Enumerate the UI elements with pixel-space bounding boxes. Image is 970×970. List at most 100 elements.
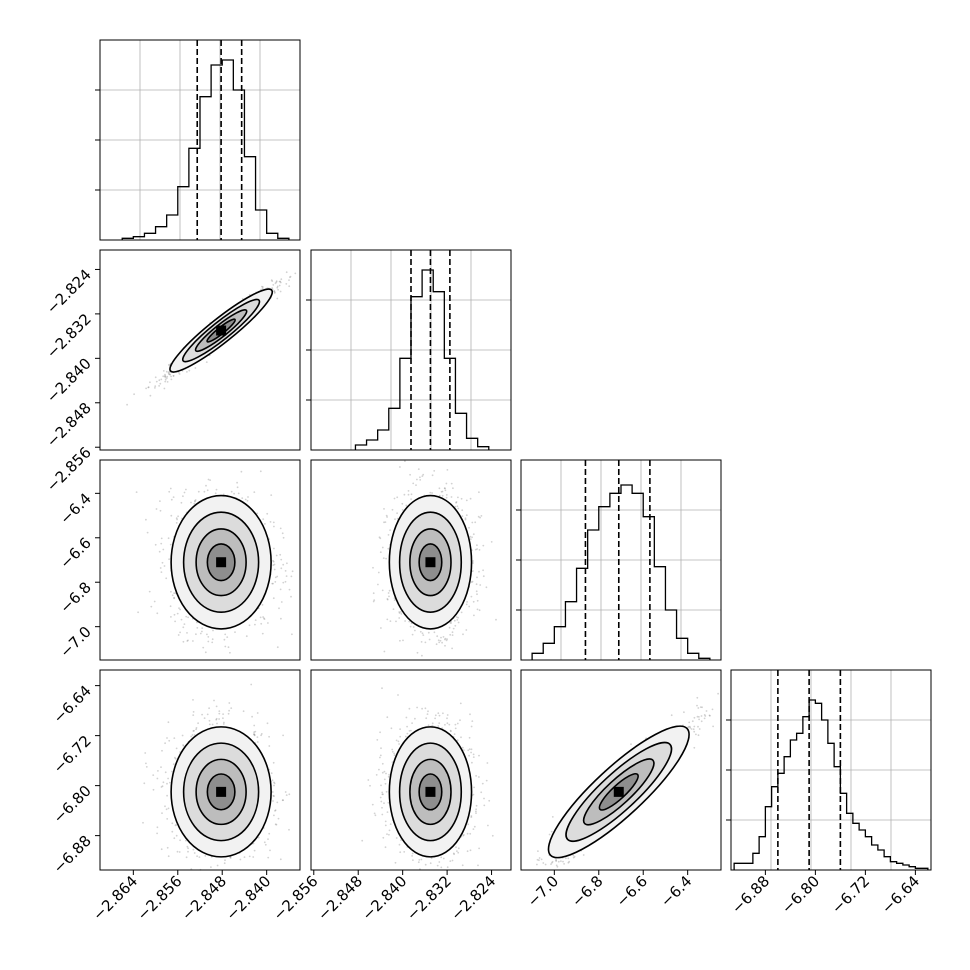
sample-point [172,375,175,377]
sample-point [282,563,285,566]
sample-point [451,631,454,634]
sample-point [393,599,396,601]
histogram-bin [815,703,821,870]
sample-point [389,529,391,531]
sample-point [172,763,175,765]
y-tick-label: −2.832 [43,310,95,362]
sample-point [405,504,408,507]
histogram-bin [803,717,809,870]
sample-point [479,584,482,586]
histogram-bin [878,850,884,870]
sample-point [169,543,172,546]
histogram-outline [354,269,490,450]
histogram-bin [543,643,554,660]
sample-point [274,581,277,583]
sample-point [401,509,404,511]
sample-point [416,478,418,481]
histogram-bin [599,507,610,660]
sample-point [208,723,211,726]
histogram-bin [809,700,815,870]
histogram-bin [178,187,189,240]
sample-point [157,770,159,772]
sample-point [267,856,270,859]
x-tick-label: −6.72 [828,872,873,917]
sample-point [213,699,215,702]
sample-point [156,826,159,829]
sample-point [440,636,442,639]
y-tick-label: −6.6 [56,534,94,572]
sample-point [280,617,282,620]
sample-point [264,523,266,525]
sample-point [272,284,275,286]
sample-point [209,479,212,481]
sample-point [276,297,279,300]
sample-point [159,509,162,512]
sample-point [164,376,167,379]
sample-point [206,713,209,716]
sample-point [183,623,186,625]
sample-point [285,283,288,285]
sample-point [274,576,277,579]
sample-point [273,563,276,566]
histogram-bin [532,653,543,660]
sample-point [183,491,186,494]
sample-point [427,631,430,634]
histogram-bin [467,438,478,450]
sample-point [278,607,280,610]
sample-point [407,490,410,492]
sample-point [261,632,264,635]
sample-point [176,518,179,521]
sample-point [422,634,425,636]
sample-point [169,373,172,376]
sample-point [264,843,267,846]
sample-point [261,287,264,290]
sample-point [280,278,283,281]
sample-point [269,521,272,523]
sample-point [273,568,276,571]
sample-point [228,702,231,704]
sample-point [273,547,275,550]
sample-point [280,601,283,603]
density-contour [181,298,261,363]
sample-point [196,855,199,858]
sample-point [173,592,176,594]
sample-point [282,536,285,539]
sample-point [384,521,387,523]
sample-point [461,515,464,517]
sample-point [173,837,176,840]
sample-point [166,375,169,378]
histogram-bin [853,823,859,870]
sample-point [171,594,174,597]
sample-point [470,595,473,598]
sample-point [174,620,177,623]
sample-point [226,636,229,638]
sample-point [380,627,382,629]
sample-point [147,386,150,388]
sample-point [450,496,453,498]
histogram-bin [433,292,444,450]
sample-point [160,766,162,768]
histogram-bin [790,740,796,870]
sample-point [207,640,210,643]
sample-point [419,476,421,479]
sample-point [212,629,214,632]
sample-point [165,377,168,379]
sample-point [443,487,446,490]
sample-point [159,567,162,569]
sample-point [210,866,212,868]
histogram-bin [355,445,366,450]
sample-point [145,387,148,390]
sample-point [185,488,187,491]
sample-point [147,386,150,389]
sample-point [162,375,165,378]
sample-point [159,500,161,502]
sample-point [273,290,275,292]
sample-point [288,793,291,796]
sample-point [159,382,162,385]
sample-point [450,482,453,485]
sample-point [155,508,158,510]
sample-point [154,385,157,388]
sample-point [152,788,155,791]
sample-point [205,361,208,363]
panel-frame [99,39,301,241]
